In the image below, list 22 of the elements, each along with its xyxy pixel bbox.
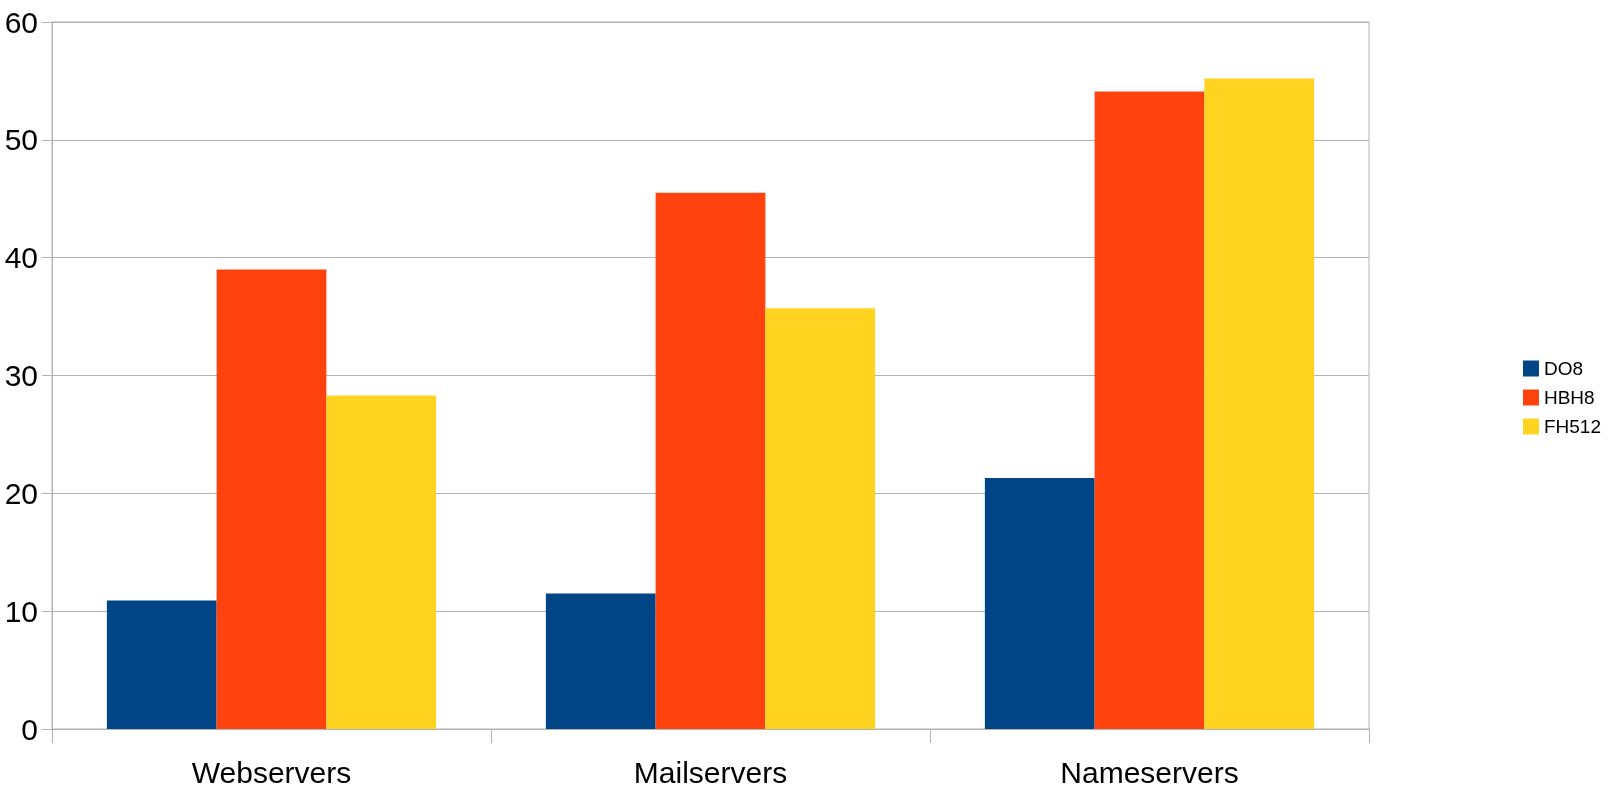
bar [1094, 91, 1205, 729]
bar [545, 593, 656, 729]
y-tick-label: 30 [4, 359, 38, 392]
bar [984, 478, 1095, 729]
y-tick-label: 60 [4, 5, 38, 39]
y-tick-label: 40 [4, 241, 38, 275]
bar [655, 192, 766, 729]
legend-label: HBH8 [1543, 387, 1595, 408]
x-tick-label: Webservers [191, 755, 352, 789]
bar [106, 600, 217, 729]
y-tick-label: 50 [4, 123, 38, 157]
legend-label: FH512 [1543, 416, 1601, 437]
legend-label: DO8 [1543, 358, 1584, 379]
x-tick-label: Mailservers [633, 755, 788, 789]
bar [1204, 78, 1315, 729]
x-tick-label: Nameservers [1060, 755, 1239, 789]
y-tick-label: 20 [4, 476, 38, 510]
y-tick-label: 10 [4, 594, 38, 628]
bar [765, 308, 876, 729]
bar [216, 269, 327, 729]
bar [326, 395, 437, 729]
y-tick-label: 0 [21, 712, 38, 746]
